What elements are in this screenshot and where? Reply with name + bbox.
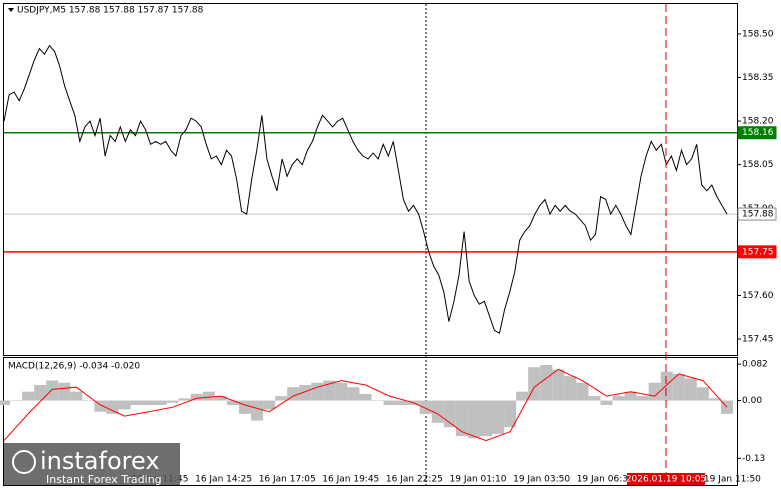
macd-bar [660,371,673,401]
macd-bar [684,378,697,401]
macd-bar [359,393,372,401]
macd-bar [238,400,252,414]
macd-bar [178,398,191,401]
macd-bar [154,400,167,405]
main-frame [3,3,738,356]
macd-bar [142,400,155,405]
macd-bar [612,396,625,401]
x-tick-label: 16 Jan 17:05 [259,475,316,485]
macd-bar [371,400,384,402]
macd-bar [214,396,227,401]
macd-bar [431,400,444,423]
x-tick-label: 19 Jan 06:30 [577,475,634,485]
macd-bar [70,391,83,401]
marker-label: 2026.01.19 10:05 [626,475,706,485]
macd-bar [251,400,264,421]
macd-bar [467,400,480,439]
macd-bar [82,400,95,402]
y-tick-label: 157.45 [742,335,774,345]
x-tick-label: 19 Jan 11:50 [704,475,761,485]
level-label: 157.75 [742,247,774,257]
macd-bar [552,369,565,401]
macd-frame [3,357,738,486]
macd-bar [226,400,239,405]
macd-bar [311,382,324,401]
macd-bar [516,391,529,401]
signal-line [3,368,728,442]
macd-bar [540,365,553,401]
title-icon [8,8,14,12]
macd-bar [22,391,35,401]
logo-tagline: Instant Forex Trading [46,473,162,486]
macd-bar [708,398,721,401]
y-tick-label: -0.13 [742,454,765,464]
x-tick-label: 16 Jan 22:25 [386,475,443,485]
level-label: 157.88 [742,210,774,220]
macd-bar [166,400,179,403]
macd-bar [564,376,577,401]
macd-bar [190,393,203,401]
y-tick-label: 158.50 [742,29,774,39]
macd-bar [455,400,468,437]
macd-bar [299,385,312,401]
level-label: 158.16 [742,128,774,138]
macd-bar [576,382,589,401]
logo-icon [12,450,36,474]
macd-bar [335,382,348,401]
macd-bar [202,391,215,401]
macd-bar [600,400,613,405]
x-tick-label: 16 Jan 14:25 [195,475,252,485]
macd-bar [130,400,143,405]
y-tick-label: 158.05 [742,160,774,170]
macd-bar [648,382,661,401]
macd-bar [672,373,685,401]
chart-title: USDJPY,M5 157.88 157.88 157.87 157.88 [17,6,204,16]
macd-bar [588,396,601,401]
macd-bar [58,382,71,401]
logo-name: instaforex [40,447,160,475]
macd-bar [395,400,408,405]
macd-bar [10,400,23,402]
macd-bar [383,400,396,405]
level-label-box [737,126,777,140]
macd-bar [94,400,107,412]
macd-bar [106,400,119,414]
macd-bar [419,400,432,414]
macd-bar [479,400,493,437]
macd-bar [624,391,637,401]
price-line [3,44,728,334]
macd-bar [287,387,300,401]
macd-bar [636,396,649,401]
macd-bar [504,400,517,428]
y-tick-label: 0.082 [742,360,768,370]
macd-bar [46,380,59,401]
macd-bar [275,396,288,401]
y-tick-label: 158.35 [742,73,774,83]
macd-bar [696,387,709,401]
y-tick-label: 0.00 [742,396,762,406]
macd-bar [34,385,47,401]
macd-bar [492,400,505,434]
logo-box [4,443,180,485]
x-tick-label: 16 Jan 19:45 [322,475,379,485]
macd-title: MACD(12,26,9) -0.034 -0.020 [8,362,140,372]
macd-bar [118,400,131,410]
y-tick-label: 158.20 [742,117,774,127]
macd-bar [0,400,11,405]
macd-bar [347,387,360,401]
macd-bar [323,380,336,401]
x-tick-label: 19 Jan 03:50 [513,475,570,485]
y-tick-label: 157.60 [742,291,774,301]
level-label-box [737,245,777,259]
macd-bar [263,400,276,410]
level-label-box [737,207,777,221]
x-tick-label: 19 Jan 01:10 [450,475,507,485]
marker-label-box [627,473,705,485]
